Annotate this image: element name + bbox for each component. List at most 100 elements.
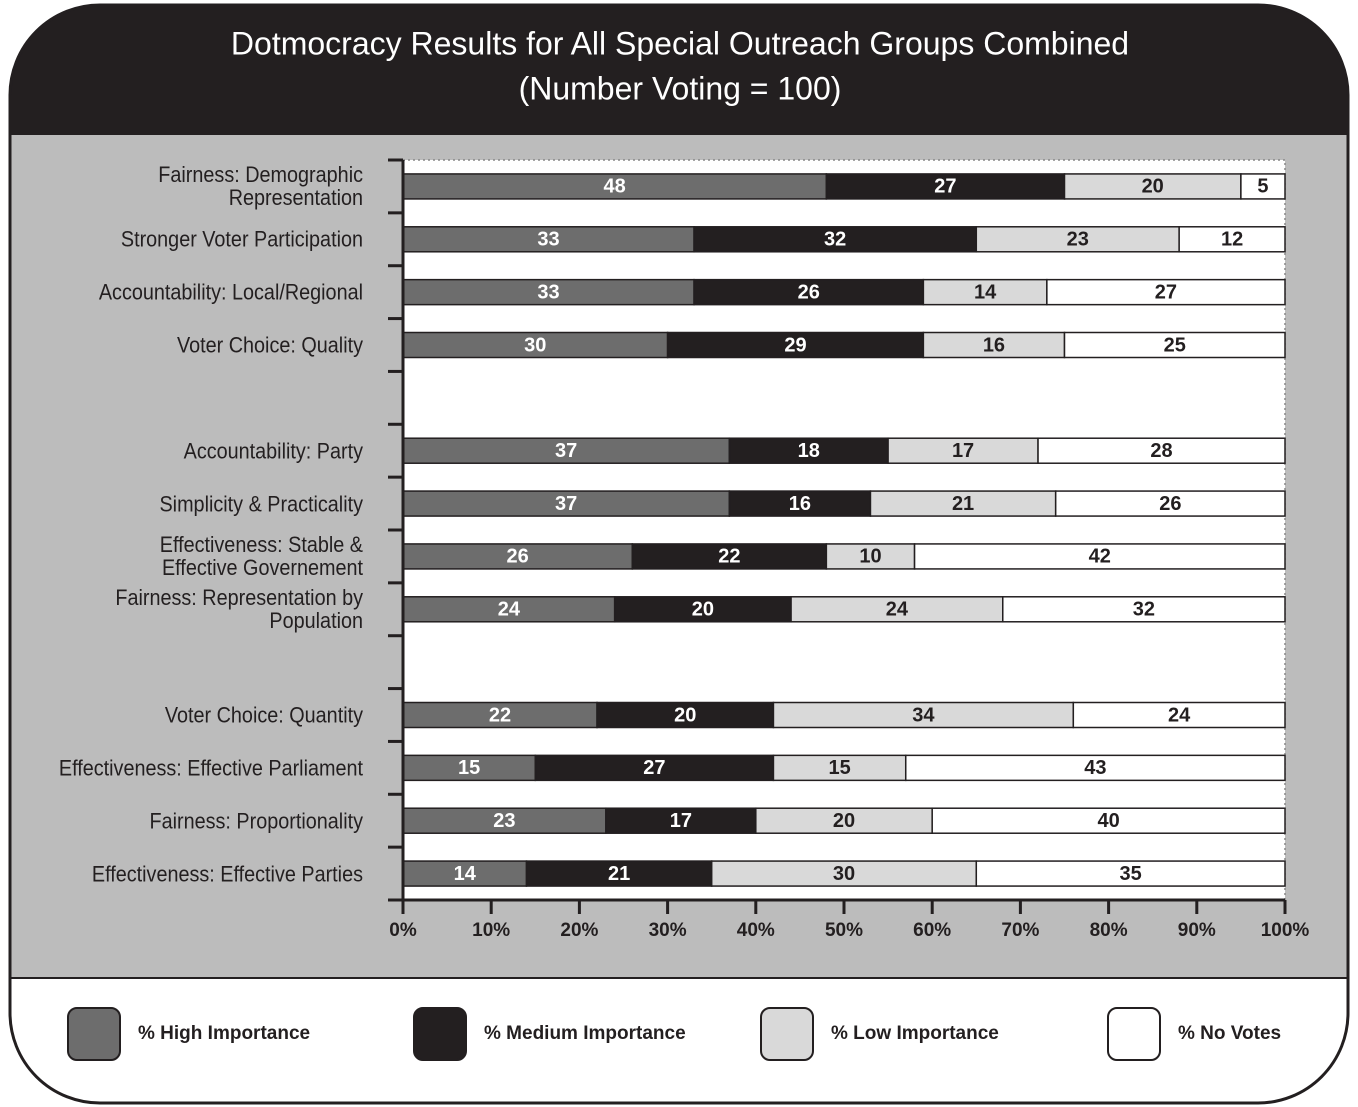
data-label: 17	[670, 810, 692, 832]
category-label: Effectiveness: Effective Parties	[91, 861, 363, 887]
plot-area	[402, 159, 1286, 901]
category-label: Voter Choice: Quality	[176, 332, 363, 358]
bar-segment	[1037, 437, 1286, 464]
data-label: 22	[489, 704, 511, 726]
data-label: 32	[824, 229, 846, 251]
category-label: Accountability: Local/Regional	[98, 279, 363, 305]
category-label: Accountability: Party	[183, 438, 363, 464]
bar-segment	[402, 331, 669, 359]
data-label: 22	[718, 546, 740, 568]
bar-segment	[631, 543, 828, 570]
data-label: 18	[798, 440, 820, 462]
x-tick-label: 20%	[560, 920, 598, 941]
bar-segment	[1178, 226, 1286, 253]
data-label: 34	[912, 704, 935, 726]
x-tick-label: 80%	[1090, 920, 1128, 941]
x-tick-label: 100%	[1261, 920, 1310, 941]
category-label: Fairness: Proportionality	[149, 808, 363, 834]
bar-segment	[402, 278, 695, 306]
data-label: 48	[604, 176, 626, 198]
data-label: 20	[674, 704, 696, 726]
category-label: Effectiveness: Effective Parliament	[58, 755, 364, 781]
bar-segment	[402, 701, 598, 729]
bar-segment	[1046, 278, 1286, 306]
data-label: 5	[1257, 176, 1268, 198]
data-label: 10	[859, 546, 881, 568]
data-label: 23	[1067, 229, 1089, 251]
data-label: 33	[537, 281, 559, 303]
bar-segment	[825, 543, 916, 570]
data-label: 26	[1159, 493, 1181, 515]
bar-segment	[975, 226, 1180, 253]
data-label: 23	[493, 810, 515, 832]
data-label: 27	[643, 757, 665, 779]
data-label: 27	[934, 176, 956, 198]
bar-segment	[1072, 701, 1286, 729]
legend-label: % No Votes	[1178, 1023, 1281, 1044]
data-label: 12	[1221, 229, 1243, 251]
data-label: 26	[507, 546, 529, 568]
category-label: Fairness: Representation by Population	[115, 585, 363, 634]
category-label: Fairness: Demographic Representation	[158, 162, 363, 211]
data-label: 20	[833, 810, 855, 832]
x-tick-label: 90%	[1178, 920, 1216, 941]
x-tick-label: 50%	[825, 920, 863, 941]
header	[10, 5, 1348, 135]
category-label: Voter Choice: Quantity	[164, 702, 363, 728]
data-label: 15	[828, 757, 850, 779]
bar-segment	[1002, 596, 1286, 623]
category-label: Simplicity & Practicality	[159, 491, 363, 517]
data-label: 21	[952, 493, 974, 515]
x-tick-label: 0%	[389, 920, 417, 941]
data-label: 24	[498, 599, 521, 621]
data-label: 15	[458, 757, 480, 779]
data-label: 14	[454, 863, 477, 885]
data-label: 29	[784, 334, 806, 356]
bar-segment	[772, 754, 907, 782]
data-label: 40	[1097, 810, 1119, 832]
data-label: 43	[1084, 757, 1106, 779]
bar-segment	[534, 754, 775, 782]
bar-segment	[728, 437, 889, 464]
data-label: 37	[555, 440, 577, 462]
data-label: 25	[1164, 334, 1186, 356]
bar-segment	[710, 860, 978, 887]
legend-label: % Medium Importance	[484, 1023, 686, 1044]
bar-segment	[1063, 331, 1286, 359]
data-label: 17	[952, 440, 974, 462]
bar-segment	[402, 173, 828, 200]
bar-segment	[596, 701, 775, 729]
bar-segment	[666, 331, 925, 359]
data-label: 20	[692, 599, 714, 621]
legend-swatch	[760, 1007, 814, 1061]
x-tick-label: 40%	[737, 920, 775, 941]
data-label: 24	[1168, 704, 1191, 726]
bar-segment	[693, 278, 925, 306]
x-tick-label: 30%	[649, 920, 687, 941]
data-label: 30	[524, 334, 546, 356]
data-label: 20	[1142, 176, 1164, 198]
bar-segment	[975, 860, 1286, 887]
data-label: 42	[1089, 546, 1111, 568]
legend-label: % High Importance	[138, 1023, 310, 1044]
bar-segment	[790, 596, 1004, 623]
data-label: 16	[789, 493, 811, 515]
bar-segment	[402, 807, 607, 834]
data-label: 37	[555, 493, 577, 515]
bar-segment	[931, 807, 1286, 834]
data-label: 32	[1133, 599, 1155, 621]
x-tick-label: 10%	[472, 920, 510, 941]
frame-border	[8, 3, 1350, 1105]
bar-segment	[1240, 173, 1286, 200]
bar-segment	[755, 807, 933, 834]
bar-segment	[825, 173, 1066, 200]
legend-swatch	[1107, 1007, 1161, 1061]
bar-segment	[1063, 173, 1242, 200]
bar-segment	[1054, 490, 1286, 517]
data-label: 28	[1150, 440, 1172, 462]
category-label: Stronger Voter Participation	[120, 226, 363, 252]
data-label: 35	[1120, 863, 1142, 885]
data-label: 26	[798, 281, 820, 303]
